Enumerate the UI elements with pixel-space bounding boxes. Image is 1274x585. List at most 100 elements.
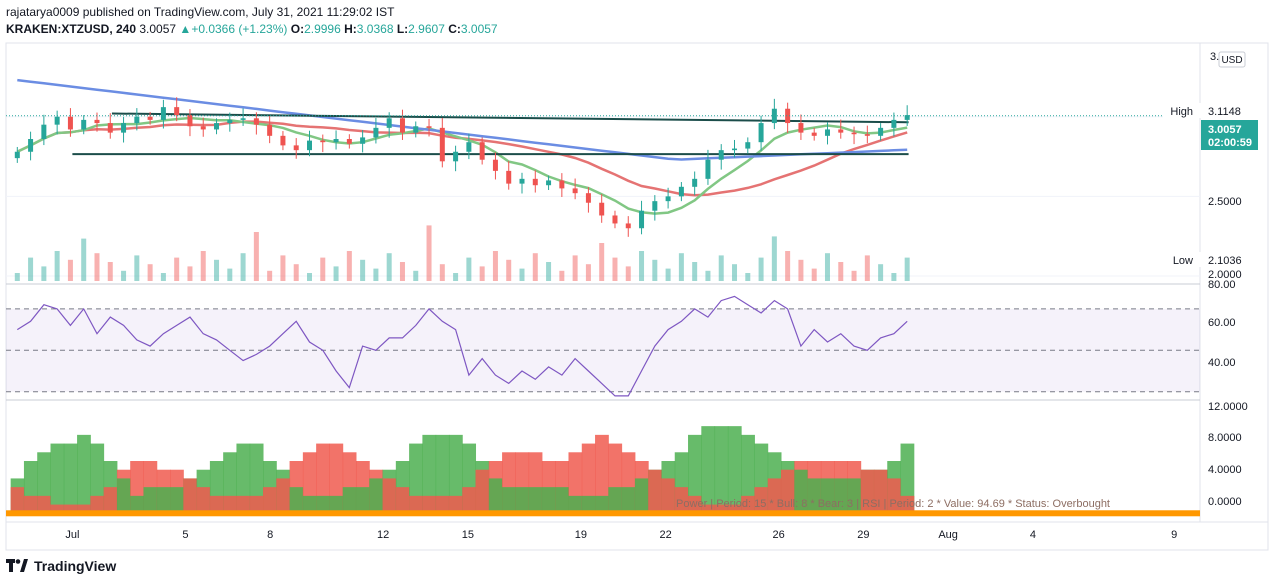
power-bar-minor — [767, 478, 782, 514]
rsi-line — [16, 295, 908, 397]
candle-body — [134, 116, 140, 124]
volume-bar — [413, 270, 419, 281]
candle-body — [453, 151, 459, 162]
candle-body — [293, 145, 299, 151]
candle-body — [160, 107, 166, 120]
power-bar-minor — [900, 495, 915, 514]
volume-bar — [758, 257, 764, 281]
power-bar-major — [50, 443, 65, 514]
volume-bar — [214, 259, 220, 281]
chart-canvas[interactable]: USD 3. 2.5000 2.0000 High 3.1148 3.0057 … — [0, 0, 1274, 558]
candle-body — [360, 137, 366, 144]
power-bar-minor — [90, 495, 105, 514]
rsi-tick-80: 80.00 — [1208, 279, 1236, 291]
power-bar-minor — [369, 478, 384, 514]
moving-averages — [16, 78, 908, 215]
power-indicator-label: Power | Period: 15 * Bull: 8 * Bear: 3 |… — [676, 498, 1110, 510]
volume-bar — [665, 268, 671, 281]
power-bar-major — [714, 426, 729, 514]
candle-body — [41, 124, 47, 140]
tradingview-logo[interactable]: TradingView — [6, 558, 116, 574]
volume-bar — [771, 236, 777, 281]
time-label: 19 — [575, 529, 587, 541]
volume-bar — [306, 273, 312, 281]
volume-bar — [864, 255, 870, 281]
volume-bar — [41, 266, 47, 281]
volume-bar — [612, 257, 618, 281]
candle-body — [240, 118, 246, 120]
power-tick-4: 4.0000 — [1208, 464, 1242, 476]
power-bar-minor — [634, 478, 649, 514]
volume-bars — [14, 225, 910, 281]
volume-bar — [519, 268, 525, 281]
candle-body — [492, 159, 498, 171]
candle-body — [200, 126, 206, 130]
close-label: C: — [448, 22, 461, 36]
rsi-pane — [6, 295, 1200, 397]
volume-bar — [227, 268, 233, 281]
rsi-tick-40: 40.00 — [1208, 357, 1236, 369]
high-tag-label: High — [1170, 106, 1193, 118]
candle-body — [838, 129, 844, 133]
candle-body — [280, 135, 286, 146]
power-bar-minor — [116, 478, 131, 514]
currency-label: USD — [1221, 55, 1242, 66]
time-label: 22 — [660, 529, 672, 541]
volume-bar — [94, 253, 100, 281]
power-bar-minor — [834, 478, 848, 514]
volume-bar — [652, 259, 658, 281]
power-bar-minor — [63, 504, 78, 514]
power-bar-minor — [754, 487, 769, 514]
power-bar-minor — [820, 478, 835, 514]
candle-body — [399, 118, 405, 133]
power-bar-minor — [435, 495, 450, 514]
volume-bar — [439, 264, 445, 281]
candle-body — [785, 108, 791, 124]
power-pane — [6, 426, 1200, 517]
power-bar-minor — [860, 469, 875, 514]
volume-bar — [572, 255, 578, 281]
candle-body — [745, 142, 751, 149]
open-label: O: — [290, 22, 305, 36]
power-bar-minor — [475, 469, 490, 514]
volume-bar — [174, 257, 180, 281]
power-bar-minor — [183, 478, 198, 514]
time-label: 9 — [1171, 529, 1177, 541]
power-zero-band — [6, 510, 1200, 517]
power-bar-minor — [196, 487, 211, 514]
volume-bar — [453, 273, 459, 281]
power-bar-minor — [873, 469, 888, 514]
power-tick-8: 8.0000 — [1208, 432, 1242, 444]
volume-bar — [81, 238, 87, 281]
volume-bar — [346, 251, 352, 281]
volume-bar — [360, 259, 366, 281]
currency-badge[interactable] — [1218, 51, 1246, 68]
time-label: 5 — [182, 529, 188, 541]
volume-bar — [639, 251, 645, 281]
power-bar-minor — [103, 487, 118, 514]
power-bar-major — [701, 426, 716, 514]
candle-body — [67, 116, 73, 130]
power-bar-major — [595, 434, 609, 514]
volume-bar — [625, 266, 631, 281]
power-bar-major — [448, 434, 463, 514]
candle-body — [439, 127, 445, 162]
chart-frame — [5, 42, 1269, 551]
symbol-label: KRAKEN:XTZUSD, 240 — [6, 22, 137, 36]
candle-body — [625, 223, 631, 229]
volume-bar — [798, 259, 804, 281]
volume-bar — [559, 270, 565, 281]
power-tick-0: 0.0000 — [1208, 496, 1242, 508]
volume-bar — [479, 266, 485, 281]
candle-body — [54, 116, 60, 125]
power-bar-minor — [595, 495, 609, 514]
time-label: 12 — [377, 529, 389, 541]
volume-bar — [293, 264, 299, 281]
price-tick-2-5: 2.5000 — [1208, 196, 1242, 208]
power-bar-minor — [807, 478, 822, 514]
candle-body — [253, 118, 259, 125]
brand-label: TradingView — [34, 558, 117, 574]
volume-bar — [320, 257, 326, 281]
power-bar-minor — [130, 495, 144, 514]
high-tag-value: 3.1148 — [1208, 106, 1241, 118]
